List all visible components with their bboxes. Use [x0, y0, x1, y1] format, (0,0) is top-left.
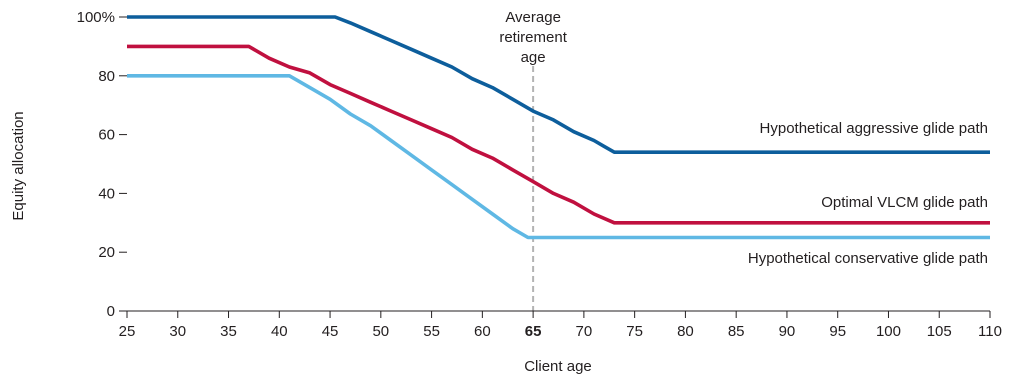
y-axis-title: Equity allocation — [10, 111, 27, 220]
x-tick-label: 90 — [779, 323, 796, 340]
series-line-1 — [127, 15, 990, 154]
x-tick-label: 50 — [372, 323, 389, 340]
series-label-3: Hypothetical conservative glide path — [748, 250, 988, 267]
x-tick-label: 65 — [525, 323, 542, 340]
x-tick-label: 40 — [271, 323, 288, 340]
retirement-age-label: Average — [505, 9, 561, 26]
retirement-age-label: age — [521, 49, 546, 66]
x-tick-label: 105 — [927, 323, 952, 340]
x-tick-label: 75 — [626, 323, 643, 340]
series-line-2 — [127, 44, 990, 225]
x-tick-label: 80 — [677, 323, 694, 340]
x-tick-label: 85 — [728, 323, 745, 340]
y-tick-label: 0 — [107, 303, 115, 320]
x-tick-label: 30 — [169, 323, 186, 340]
retirement-age-label: retirement — [499, 29, 567, 46]
series-label-1: Hypothetical aggressive glide path — [760, 120, 988, 137]
series-layer: Hypothetical aggressive glide path Optima… — [127, 15, 990, 267]
x-tick-label: 25 — [119, 323, 136, 340]
y-tick-label: 20 — [98, 244, 115, 261]
x-tick-label: 60 — [474, 323, 491, 340]
x-tick-label: 95 — [829, 323, 846, 340]
x-tick-label: 45 — [322, 323, 339, 340]
x-tick-label: 110 — [978, 323, 1002, 340]
y-tick-label: 40 — [98, 185, 115, 202]
y-tick-label: 80 — [98, 68, 115, 85]
series-line-3 — [127, 74, 990, 240]
x-tick-label: 35 — [220, 323, 237, 340]
x-axis-title: Client age — [524, 358, 592, 375]
axis-layer: 0 20 40 60 80 100% 25 30 35 40 45 50 55 60 65 70 75 80 85 9… — [77, 9, 1002, 340]
x-tick-label: 70 — [576, 323, 593, 340]
x-tick-label: 55 — [423, 323, 440, 340]
y-tick-label: 60 — [98, 127, 115, 144]
x-tick-label: 100 — [876, 323, 901, 340]
annotation-layer: Average retirement age — [499, 9, 568, 311]
series-label-2: Optimal VLCM glide path — [821, 194, 988, 211]
y-tick-label: 100% — [77, 9, 115, 26]
